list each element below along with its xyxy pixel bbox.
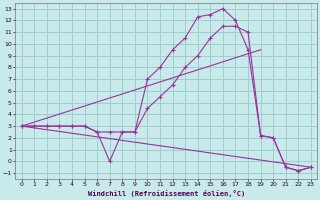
X-axis label: Windchill (Refroidissement éolien,°C): Windchill (Refroidissement éolien,°C) bbox=[88, 190, 245, 197]
